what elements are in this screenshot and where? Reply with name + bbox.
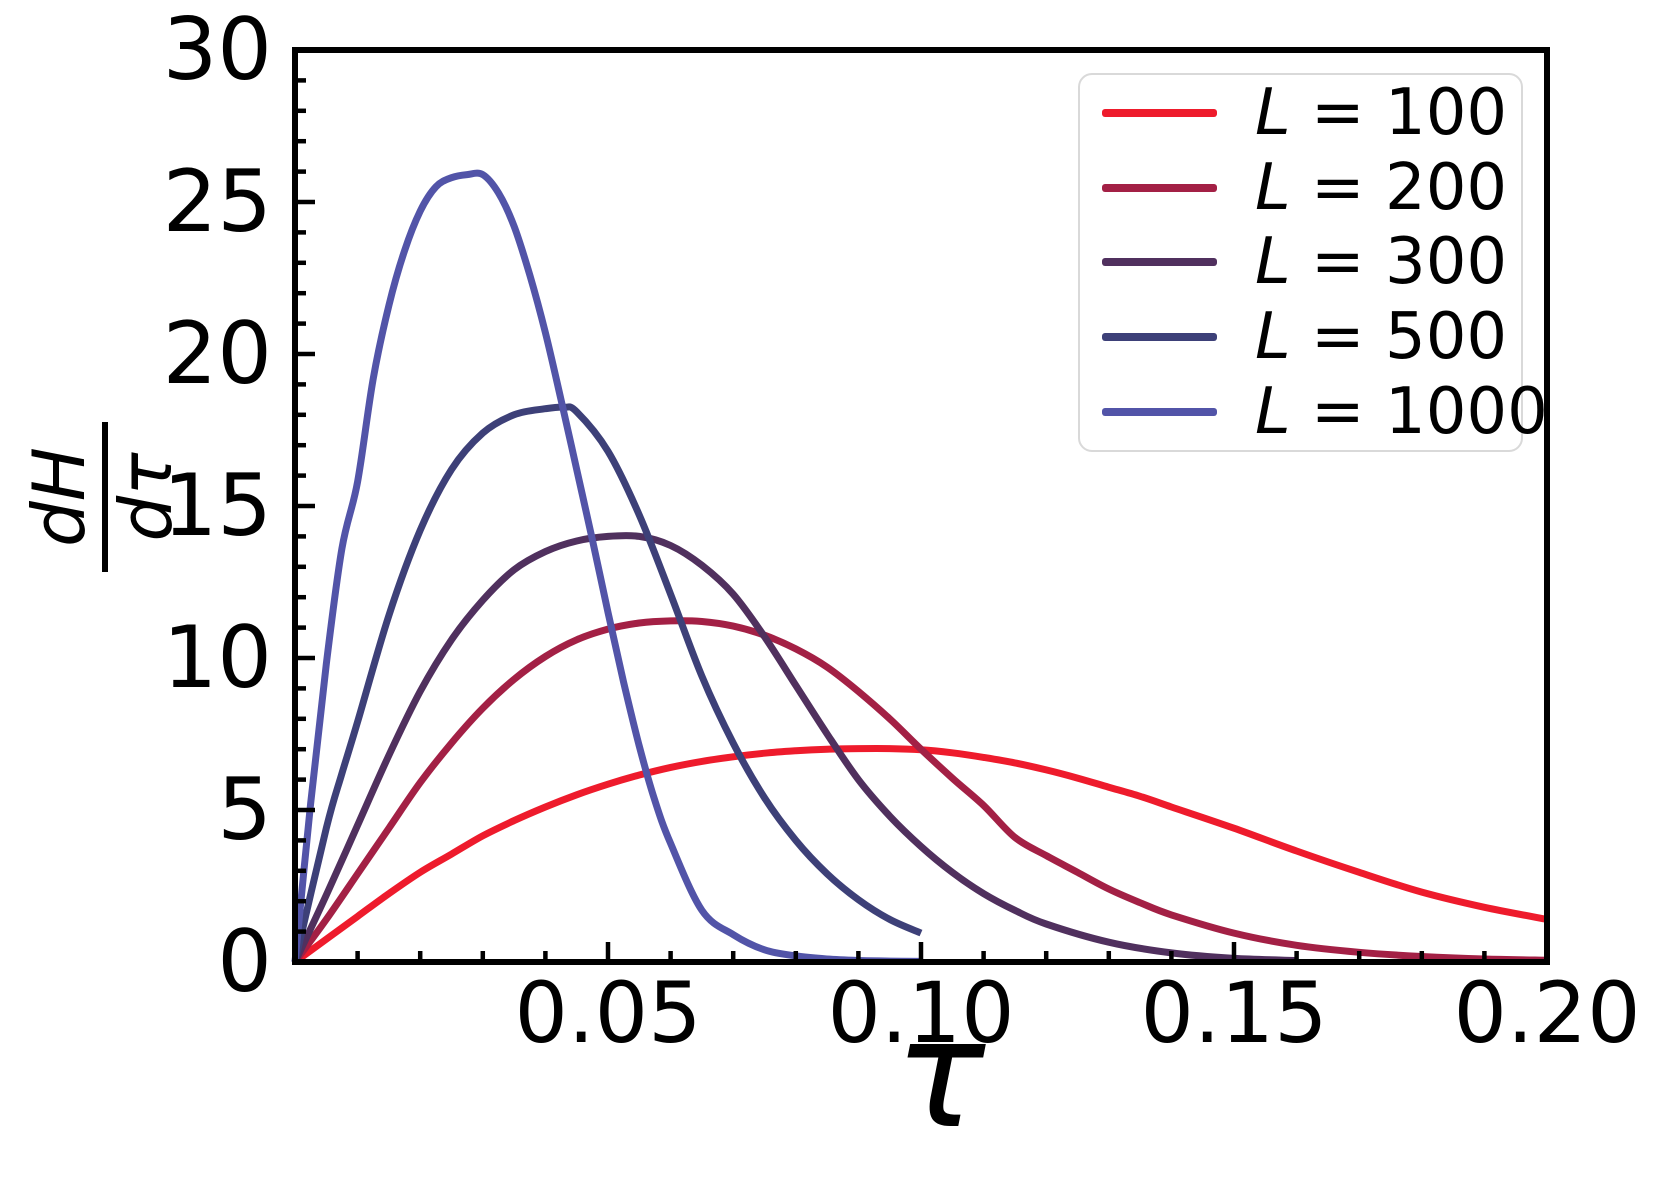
y-tick-label: 10 xyxy=(163,608,272,708)
legend-label: L = 500 xyxy=(1255,300,1507,374)
legend-box: L = 100 L = 200 L = 300 L = 500 L = 1000 xyxy=(1078,73,1548,452)
y-tick-label: 20 xyxy=(163,304,272,404)
y-axis-label-fraction: dH dτ xyxy=(16,422,188,572)
x-tick-label: 0.10 xyxy=(827,964,1014,1062)
legend-item-L1000: L = 1000 xyxy=(1080,375,1548,449)
y-tick-label: 0 xyxy=(217,912,272,1012)
y-tick-label: 5 xyxy=(217,760,272,860)
legend-item-L500: L = 500 xyxy=(1080,300,1521,374)
legend-line-swatch xyxy=(1102,258,1217,267)
legend-label-value: = 300 xyxy=(1290,225,1508,300)
legend-label-variable: L xyxy=(1255,225,1291,300)
legend-label-variable: L xyxy=(1255,75,1291,150)
y-tick-label: 15 xyxy=(163,456,272,556)
legend-label-value: = 200 xyxy=(1290,150,1508,225)
legend-item-L300: L = 300 xyxy=(1080,225,1521,299)
legend-label: L = 1000 xyxy=(1255,375,1548,449)
legend-label: L = 100 xyxy=(1255,76,1507,150)
legend-label: L = 200 xyxy=(1255,151,1507,225)
x-axis-label: τ xyxy=(894,988,986,1162)
x-tick-label: 0.05 xyxy=(514,964,701,1062)
y-axis-label: dH dτ xyxy=(0,402,248,592)
curve-L300 xyxy=(291,532,1297,964)
legend-line-swatch xyxy=(1102,333,1217,342)
legend-label-value: = 500 xyxy=(1290,300,1508,375)
legend-line-swatch xyxy=(1102,183,1217,192)
legend-label-variable: L xyxy=(1255,375,1291,450)
legend-item-L100: L = 100 xyxy=(1080,76,1521,150)
y-tick-label: 30 xyxy=(163,0,272,100)
x-tick-label: 0.15 xyxy=(1140,964,1327,1062)
legend-label: L = 300 xyxy=(1255,225,1507,299)
curve-L200 xyxy=(292,617,1548,965)
y-axis-label-denominator: dτ xyxy=(104,452,188,542)
legend-line-swatch xyxy=(1102,108,1217,117)
x-tick-label: 0.20 xyxy=(1453,964,1640,1062)
legend-item-L200: L = 200 xyxy=(1080,151,1521,225)
y-tick-label: 25 xyxy=(163,152,272,252)
curve-L500 xyxy=(291,403,923,963)
legend-label-value: = 1000 xyxy=(1290,375,1548,450)
y-axis-label-numerator: dH xyxy=(16,447,101,547)
curve-L1000 xyxy=(291,169,922,965)
legend-label-variable: L xyxy=(1255,300,1291,375)
legend-line-swatch xyxy=(1102,408,1217,417)
legend-label-variable: L xyxy=(1255,150,1291,225)
legend-label-value: = 100 xyxy=(1290,75,1508,150)
